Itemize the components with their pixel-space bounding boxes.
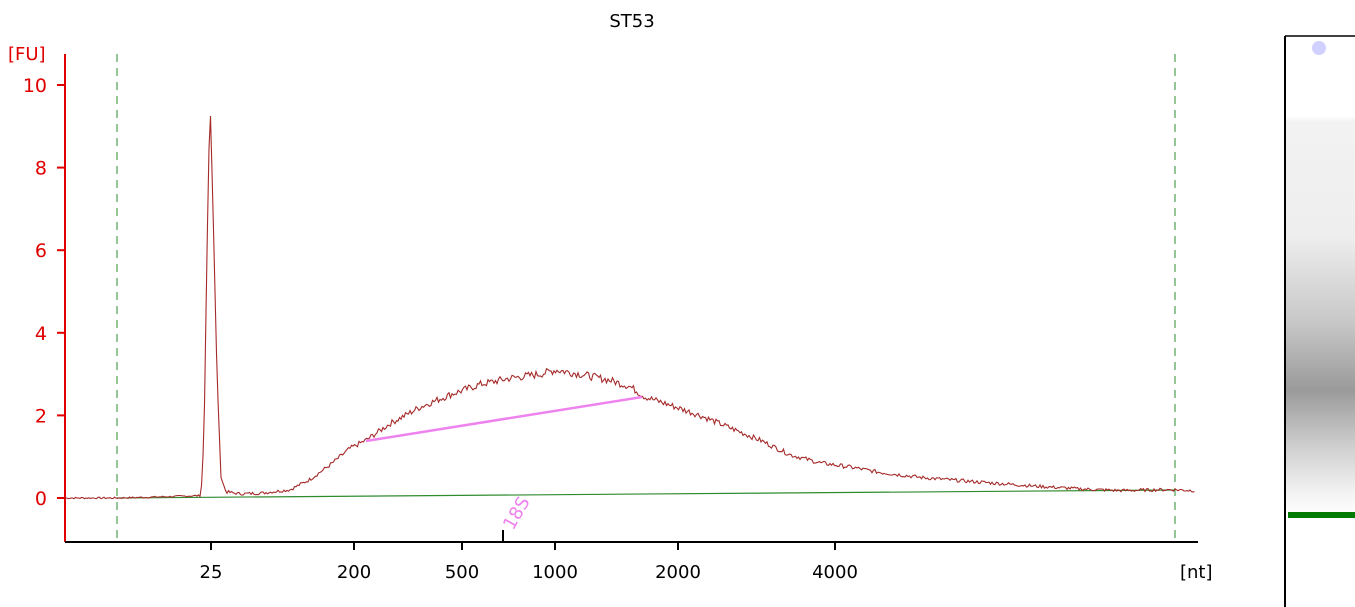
y-tick-label: 10 — [23, 75, 47, 97]
annotation-18s-label: 18S — [499, 493, 534, 533]
y-ticks: 0 2 4 6 8 10 — [23, 75, 65, 510]
chart-title: ST53 — [609, 11, 654, 32]
x-tick-label: 500 — [445, 562, 479, 583]
gel-lane — [1285, 36, 1355, 607]
y-tick-label: 4 — [35, 323, 47, 345]
y-tick-label: 8 — [35, 158, 47, 180]
x-tick-label: 2000 — [655, 562, 701, 583]
baseline-line — [116, 489, 1176, 499]
region-bar — [365, 395, 643, 443]
x-tick-label: 25 — [200, 562, 223, 583]
x-tick-label: 4000 — [812, 562, 858, 583]
x-tick-label: 1000 — [532, 562, 578, 583]
series-trace — [64, 115, 1195, 500]
gel-marker-band — [1288, 512, 1355, 518]
y-tick-label: 6 — [35, 240, 47, 262]
x-axis-unit-label: [nt] — [1180, 562, 1213, 583]
y-tick-label: 0 — [35, 488, 47, 510]
y-tick-label: 2 — [35, 405, 47, 427]
y-axis-unit-label: [FU] — [8, 44, 46, 65]
gel-well-icon — [1312, 41, 1326, 55]
x-ticks: 25 200 500 1000 2000 4000 — [200, 542, 858, 583]
x-tick-label: 200 — [337, 562, 371, 583]
